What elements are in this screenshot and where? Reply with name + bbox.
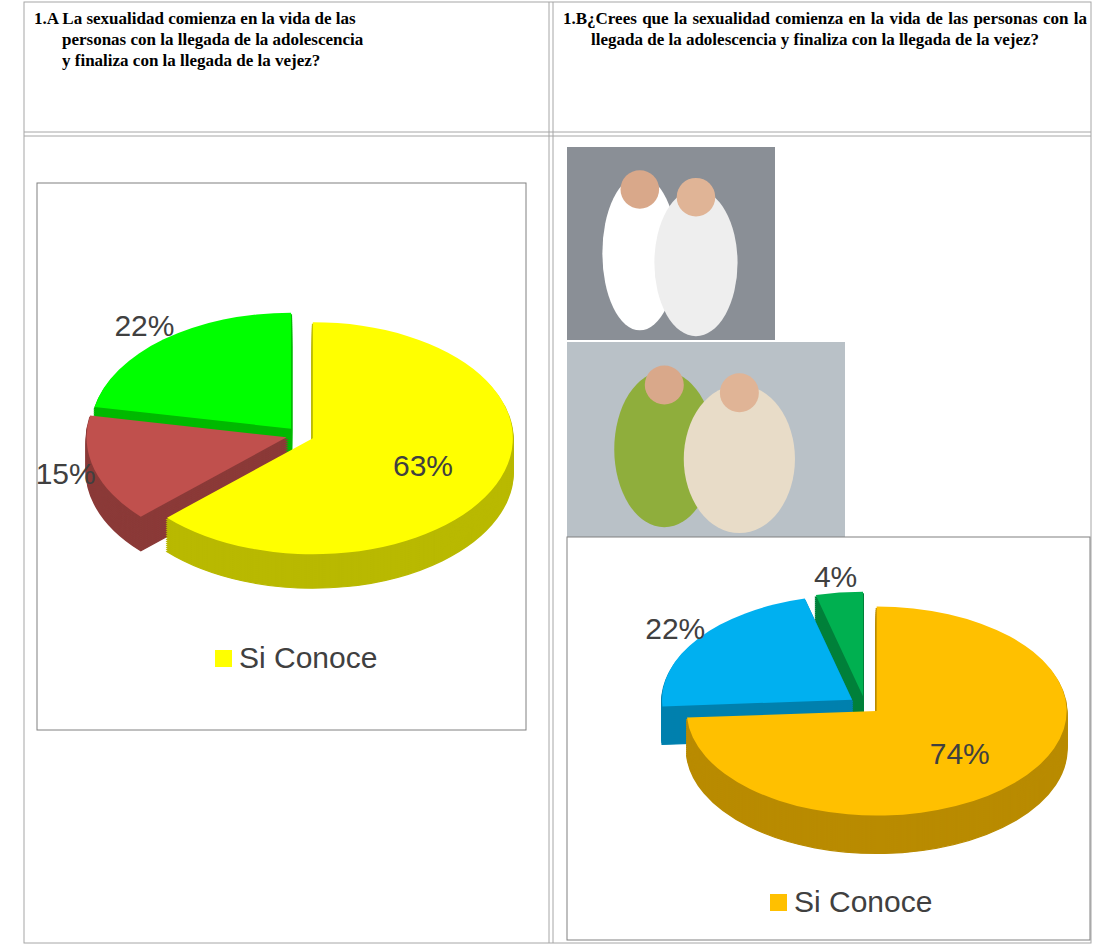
photo-head [677,178,716,217]
pie-marks [87,313,513,588]
table-rule [553,2,554,943]
pie-depth [662,598,1067,822]
table-rule [549,2,550,943]
slice [816,592,863,697]
pie-depth [662,596,1067,820]
photo-head [621,170,660,209]
pie-marks [662,592,1067,854]
photo-head [720,373,759,412]
data-label: 15% [36,457,96,490]
slice [87,416,287,517]
legend-label: Si Conoce [794,885,932,918]
table-rule [24,136,1091,137]
pie-top [662,592,1067,816]
chart-frame [37,183,526,730]
data-label: 22% [645,612,705,645]
data-label: 4% [814,560,857,593]
legend-swatch [215,650,232,667]
photo-bg [567,342,845,537]
table-frame [24,2,1091,943]
photo [567,342,845,537]
data-label: 22% [114,309,174,342]
photo [567,147,775,340]
legend-label: Si Conoce [239,641,377,674]
data-label: 63% [393,449,453,482]
legend-swatch [770,894,787,911]
panel-title: 1.A La sexualidad comienza en la vida de… [34,8,372,71]
chart-frame [567,537,1090,940]
panel-title: 1.B¿Crees que la sexualidad comienza en … [563,8,1087,50]
pie-depth [662,594,1067,818]
pie-top [87,313,513,554]
table-rule [24,132,1091,133]
photo-head [645,365,684,404]
data-label: 74% [930,737,990,770]
photo-bg [567,147,775,340]
